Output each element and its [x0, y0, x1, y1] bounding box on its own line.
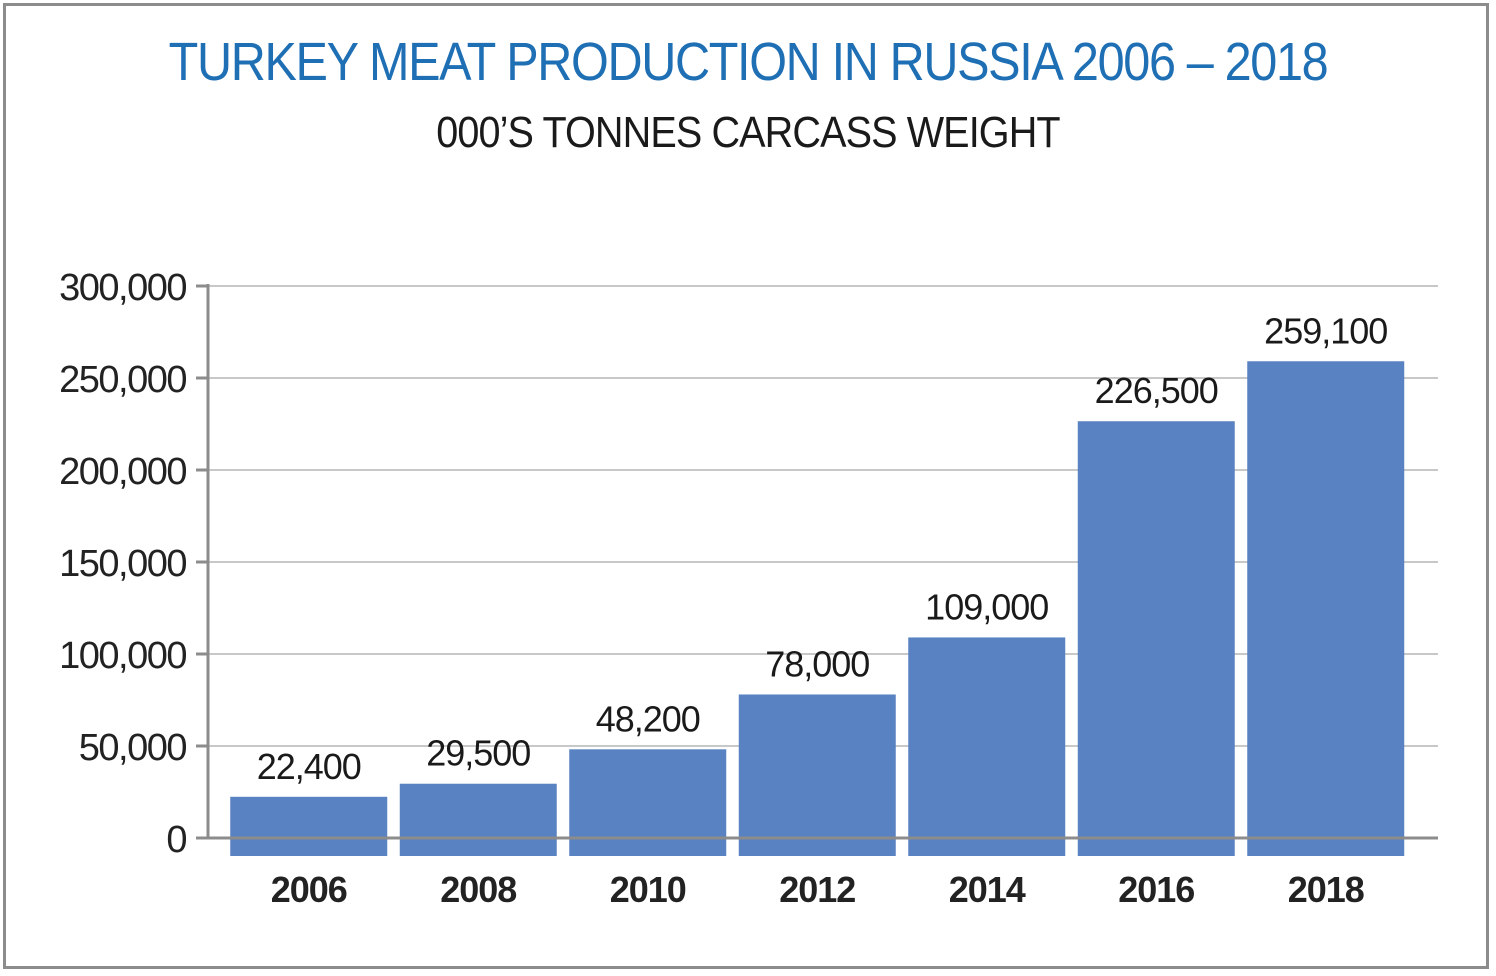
data-label: 78,000 — [765, 643, 869, 684]
data-label: 22,400 — [257, 746, 361, 787]
bar — [569, 749, 727, 856]
data-label: 259,100 — [1264, 310, 1387, 351]
data-label: 29,500 — [426, 733, 530, 774]
y-tick-label: 150,000 — [59, 543, 186, 585]
x-tick-label: 2008 — [440, 869, 516, 910]
y-tick-label: 100,000 — [59, 635, 186, 677]
x-tick-label: 2012 — [779, 869, 855, 910]
data-label: 48,200 — [596, 698, 700, 739]
x-tick-label: 2018 — [1288, 869, 1364, 910]
bar — [230, 796, 388, 856]
y-tick-label: 50,000 — [79, 727, 187, 769]
y-tick-label: 0 — [166, 819, 186, 861]
bar — [1077, 421, 1235, 856]
y-tick-label: 300,000 — [59, 267, 186, 309]
chart-title: TURKEY MEAT PRODUCTION IN RUSSIA 2006 – … — [168, 32, 1329, 92]
x-tick-label: 2016 — [1118, 869, 1194, 910]
x-tick-label: 2006 — [271, 869, 347, 910]
x-tick-label: 2010 — [610, 869, 686, 910]
chart-subtitle: 000’S TONNES CARCASS WEIGHT — [436, 108, 1060, 157]
data-label: 226,500 — [1095, 370, 1218, 411]
bar — [399, 783, 557, 856]
y-tick-label: 200,000 — [59, 451, 186, 493]
y-tick-label: 250,000 — [59, 359, 186, 401]
bar — [1247, 361, 1405, 856]
bar — [908, 637, 1066, 856]
data-label: 109,000 — [925, 586, 1048, 627]
bar — [738, 694, 896, 856]
x-tick-label: 2014 — [949, 869, 1026, 910]
